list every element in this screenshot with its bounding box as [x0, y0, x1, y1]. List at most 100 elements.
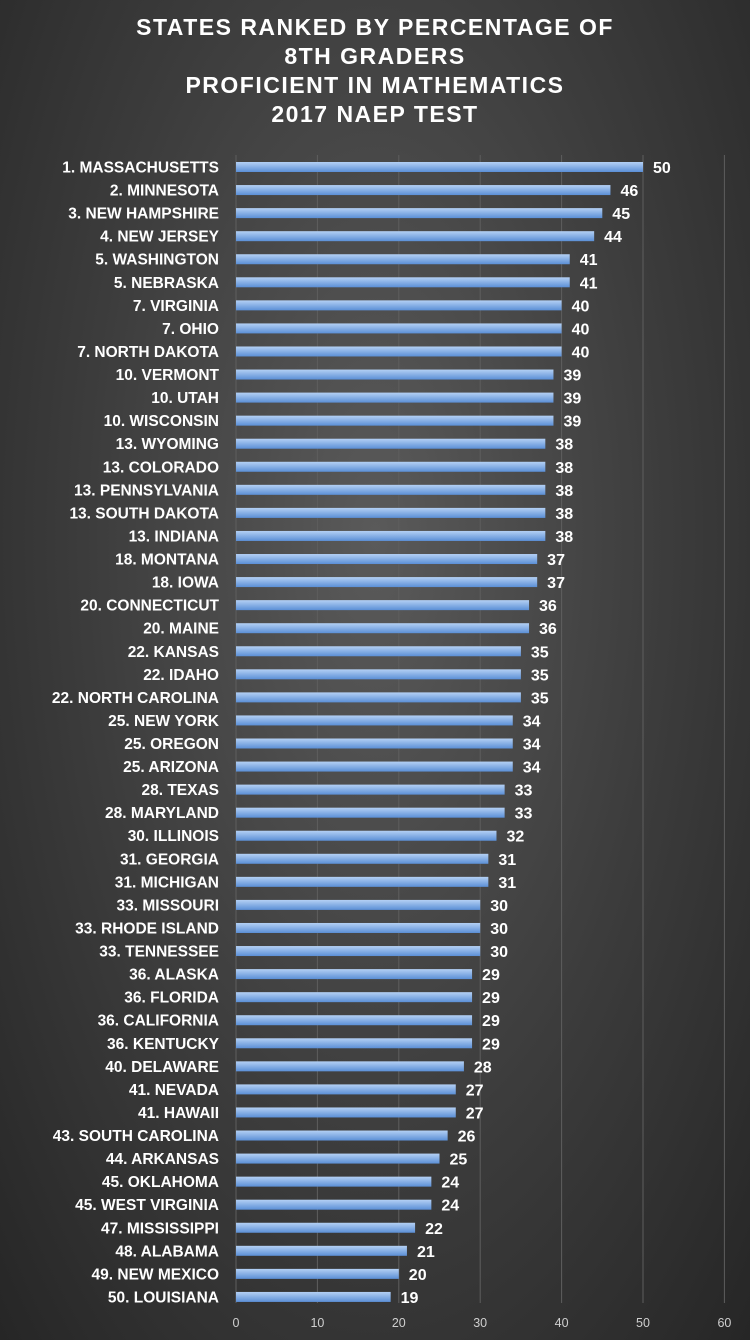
x-tick-label: 60: [717, 1316, 731, 1330]
value-label: 41: [580, 275, 598, 292]
category-label: 5. NEBRASKA: [114, 275, 219, 292]
category-label: 13. INDIANA: [129, 528, 219, 545]
bar: [236, 461, 546, 472]
category-label: 36. KENTUCKY: [107, 1036, 220, 1053]
value-label: 39: [563, 391, 581, 408]
value-label: 34: [523, 713, 541, 730]
bar: [236, 1291, 391, 1302]
bar: [236, 738, 513, 749]
category-label: 31. GEORGIA: [120, 851, 219, 868]
bar: [236, 507, 546, 518]
x-tick-label: 50: [636, 1316, 650, 1330]
bar: [236, 1061, 464, 1072]
category-label: 22. KANSAS: [128, 644, 219, 661]
category-label: 41. HAWAII: [138, 1105, 219, 1122]
bar: [236, 323, 562, 334]
category-label: 28. TEXAS: [141, 782, 219, 799]
category-label: 22. IDAHO: [143, 667, 219, 684]
x-tick-label: 20: [392, 1316, 406, 1330]
value-label: 25: [450, 1152, 468, 1169]
value-label: 31: [498, 875, 516, 892]
value-label: 39: [563, 414, 581, 431]
value-label: 38: [555, 506, 573, 523]
value-label: 35: [531, 644, 549, 661]
value-label: 30: [490, 944, 508, 961]
bar: [236, 415, 554, 426]
value-label: 24: [441, 1175, 459, 1192]
bar: [236, 185, 611, 196]
value-label: 40: [572, 298, 590, 315]
value-label: 46: [620, 183, 638, 200]
bar: [236, 830, 497, 841]
value-label: 40: [572, 321, 590, 338]
category-label: 1. MASSACHUSETTS: [62, 160, 219, 177]
category-label: 22. NORTH CAROLINA: [52, 690, 219, 707]
value-label: 38: [555, 529, 573, 546]
bar: [236, 669, 521, 680]
value-label: 24: [441, 1198, 459, 1215]
x-tick-label: 0: [233, 1316, 240, 1330]
bar: [236, 1084, 456, 1095]
value-label: 30: [490, 898, 508, 915]
value-label: 44: [604, 229, 622, 246]
category-label: 36. FLORIDA: [124, 990, 219, 1007]
category-label: 7. NORTH DAKOTA: [77, 344, 219, 361]
bar: [236, 231, 595, 242]
category-label: 45. OKLAHOMA: [102, 1174, 219, 1191]
value-label: 31: [498, 852, 516, 869]
category-label: 13. SOUTH DAKOTA: [69, 505, 219, 522]
bar: [236, 162, 643, 172]
category-label: 3. NEW HAMPSHIRE: [68, 206, 219, 223]
value-label: 35: [531, 667, 549, 684]
bars: [236, 162, 643, 1302]
category-label: 13. PENNSYLVANIA: [74, 482, 219, 499]
bar: [236, 761, 513, 772]
category-label: 41. NEVADA: [129, 1082, 219, 1099]
bar: [236, 969, 473, 980]
value-label: 21: [417, 1244, 435, 1261]
bar: [236, 1176, 432, 1187]
value-label: 33: [515, 806, 533, 823]
category-label: 20. CONNECTICUT: [80, 598, 219, 615]
value-label: 29: [482, 990, 500, 1007]
category-label: 5. WASHINGTON: [95, 252, 219, 269]
value-label: 37: [547, 552, 565, 569]
category-label: 30. ILLINOIS: [128, 828, 219, 845]
bar: [236, 1130, 448, 1141]
bar: [236, 623, 530, 634]
category-label: 10. WISCONSIN: [104, 413, 219, 430]
category-label: 28. MARYLAND: [105, 805, 219, 822]
category-label: 40. DELAWARE: [105, 1059, 219, 1076]
value-label: 29: [482, 967, 500, 984]
value-label: 36: [539, 598, 557, 615]
bar: [236, 853, 489, 864]
value-label: 34: [523, 737, 541, 754]
value-label: 37: [547, 575, 565, 592]
category-label: 31. MICHIGAN: [115, 874, 219, 891]
bar: [236, 1107, 456, 1118]
category-label: 4. NEW JERSEY: [100, 229, 220, 246]
category-label: 25. NEW YORK: [108, 713, 220, 730]
chart-title-line-1: STATES RANKED BY PERCENTAGE OF: [136, 14, 614, 40]
category-label: 7. OHIO: [162, 321, 219, 338]
bar: [236, 899, 481, 910]
category-label: 49. NEW MEXICO: [92, 1266, 219, 1283]
category-label: 33. TENNESSEE: [99, 944, 219, 961]
category-label: 25. ARIZONA: [123, 759, 219, 776]
x-tick-label: 40: [555, 1316, 569, 1330]
bar: [236, 530, 546, 541]
chart-title: STATES RANKED BY PERCENTAGE OF 8TH GRADE…: [136, 14, 614, 127]
bar: [236, 438, 546, 449]
bar: [236, 300, 562, 311]
value-label: 45: [612, 206, 630, 223]
bar: [236, 1199, 432, 1210]
bar: [236, 600, 530, 611]
category-label: 20. MAINE: [143, 621, 219, 638]
bar: [236, 577, 538, 588]
bar: [236, 484, 546, 495]
bar: [236, 392, 554, 403]
value-label: 22: [425, 1221, 443, 1238]
value-label: 32: [506, 829, 524, 846]
bar: [236, 946, 481, 957]
category-label: 10. UTAH: [151, 390, 219, 407]
